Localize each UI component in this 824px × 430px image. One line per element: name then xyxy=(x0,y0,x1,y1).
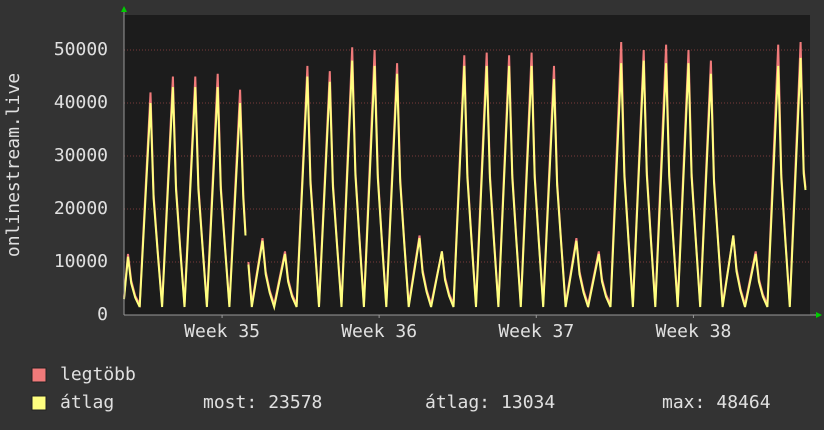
series-line xyxy=(123,87,247,308)
stat-label: most: xyxy=(203,392,257,413)
legend-swatch xyxy=(31,367,47,383)
y-tick-label: 20000 xyxy=(54,198,108,219)
stat-label: max: xyxy=(662,392,705,413)
y-tick-label: 30000 xyxy=(54,145,108,166)
stat-value: 13034 xyxy=(501,392,555,413)
plot xyxy=(123,41,810,316)
x-tick-label: Week 35 xyxy=(184,321,260,342)
x-tick-label: Week 37 xyxy=(498,321,574,342)
stat-value: 23578 xyxy=(268,392,322,413)
stat: most: 23578 xyxy=(203,392,322,413)
stat-value: 48464 xyxy=(716,392,770,413)
y-tick-label: 40000 xyxy=(54,92,108,113)
series-line xyxy=(247,57,807,311)
stat: átlag: 13034 xyxy=(425,392,555,413)
y-axis-label: onlinestream.live xyxy=(3,73,24,257)
stat-label: átlag: xyxy=(425,392,490,413)
y-tick-label: 10000 xyxy=(54,251,108,272)
legend-label: átlag xyxy=(60,392,114,413)
axis-arrow xyxy=(121,6,127,12)
legend-swatch xyxy=(31,395,47,411)
y-tick-label: 0 xyxy=(97,304,108,325)
axis-arrow xyxy=(816,312,822,318)
legend-label: legtöbb xyxy=(60,364,136,385)
stat: max: 48464 xyxy=(662,392,771,413)
x-tick-label: Week 38 xyxy=(655,321,731,342)
y-tick-label: 50000 xyxy=(54,39,108,60)
legend: legtöbb átlag most: 23578 átlag: 13034 max: 484… xyxy=(31,364,771,413)
x-tick-label: Week 36 xyxy=(341,321,417,342)
